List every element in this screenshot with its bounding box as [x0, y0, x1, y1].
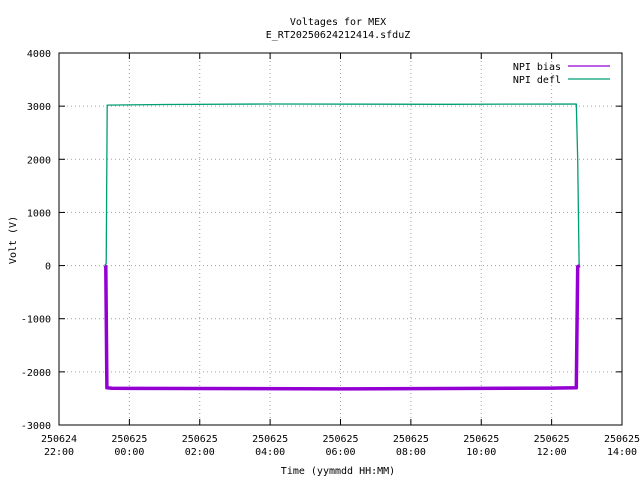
x-tick-time-label: 02:00 [185, 447, 215, 458]
y-axis-label: Volt (V) [8, 216, 19, 264]
x-tick-time-label: 00:00 [114, 447, 144, 458]
x-tick-time-label: 06:00 [325, 447, 355, 458]
plot-border [58, 52, 623, 426]
y-tick-label: 4000 [27, 49, 51, 60]
x-tick-date-label: 250625 [604, 434, 640, 445]
y-tick-label: 2000 [27, 155, 51, 166]
x-tick-time-label: 10:00 [466, 447, 496, 458]
x-axis: 250624 22:00 250625 00:00 250625 02:00 250625 0… [41, 53, 640, 458]
y-tick-label: -1000 [21, 315, 51, 326]
x-tick-date-label: 250625 [111, 434, 147, 445]
x-tick-date-label: 250625 [463, 434, 499, 445]
series-line-npi-defl [104, 103, 581, 266]
x-tick-time-label: 22:00 [44, 447, 74, 458]
x-tick-time-label: 08:00 [396, 447, 426, 458]
x-tick-time-label: 04:00 [255, 447, 285, 458]
x-tick-date-label: 250625 [534, 434, 570, 445]
y-tick-label: -2000 [21, 368, 51, 379]
y-tick-label: -3000 [21, 421, 51, 432]
series-lines [103, 103, 581, 391]
series-line-npi-bias [103, 264, 581, 391]
chart-subtitle: E_RT20250624212414.sfduZ [266, 30, 411, 41]
y-tick-label: 1000 [27, 208, 51, 219]
x-tick-date-label: 250625 [393, 434, 429, 445]
grid-lines [59, 53, 622, 425]
x-tick-date-label: 250624 [41, 434, 77, 445]
chart-title: Voltages for MEX [290, 17, 386, 28]
legend-label-npi-defl: NPI defl [513, 75, 561, 86]
legend-label-npi-bias: NPI bias [513, 62, 561, 73]
y-tick-label: 0 [45, 262, 51, 273]
y-axis: -3000 -2000 -1000 0 1000 2000 3000 4000 [21, 49, 622, 432]
x-tick-date-label: 250625 [182, 434, 218, 445]
x-tick-time-label: 12:00 [537, 447, 567, 458]
y-tick-label: 3000 [27, 102, 51, 113]
x-tick-time-label: 14:00 [607, 447, 637, 458]
legend: NPI bias NPI defl [513, 62, 610, 86]
x-axis-label: Time (yymmdd HH:MM) [281, 466, 395, 477]
x-tick-date-label: 250625 [252, 434, 288, 445]
x-tick-date-label: 250625 [322, 434, 358, 445]
